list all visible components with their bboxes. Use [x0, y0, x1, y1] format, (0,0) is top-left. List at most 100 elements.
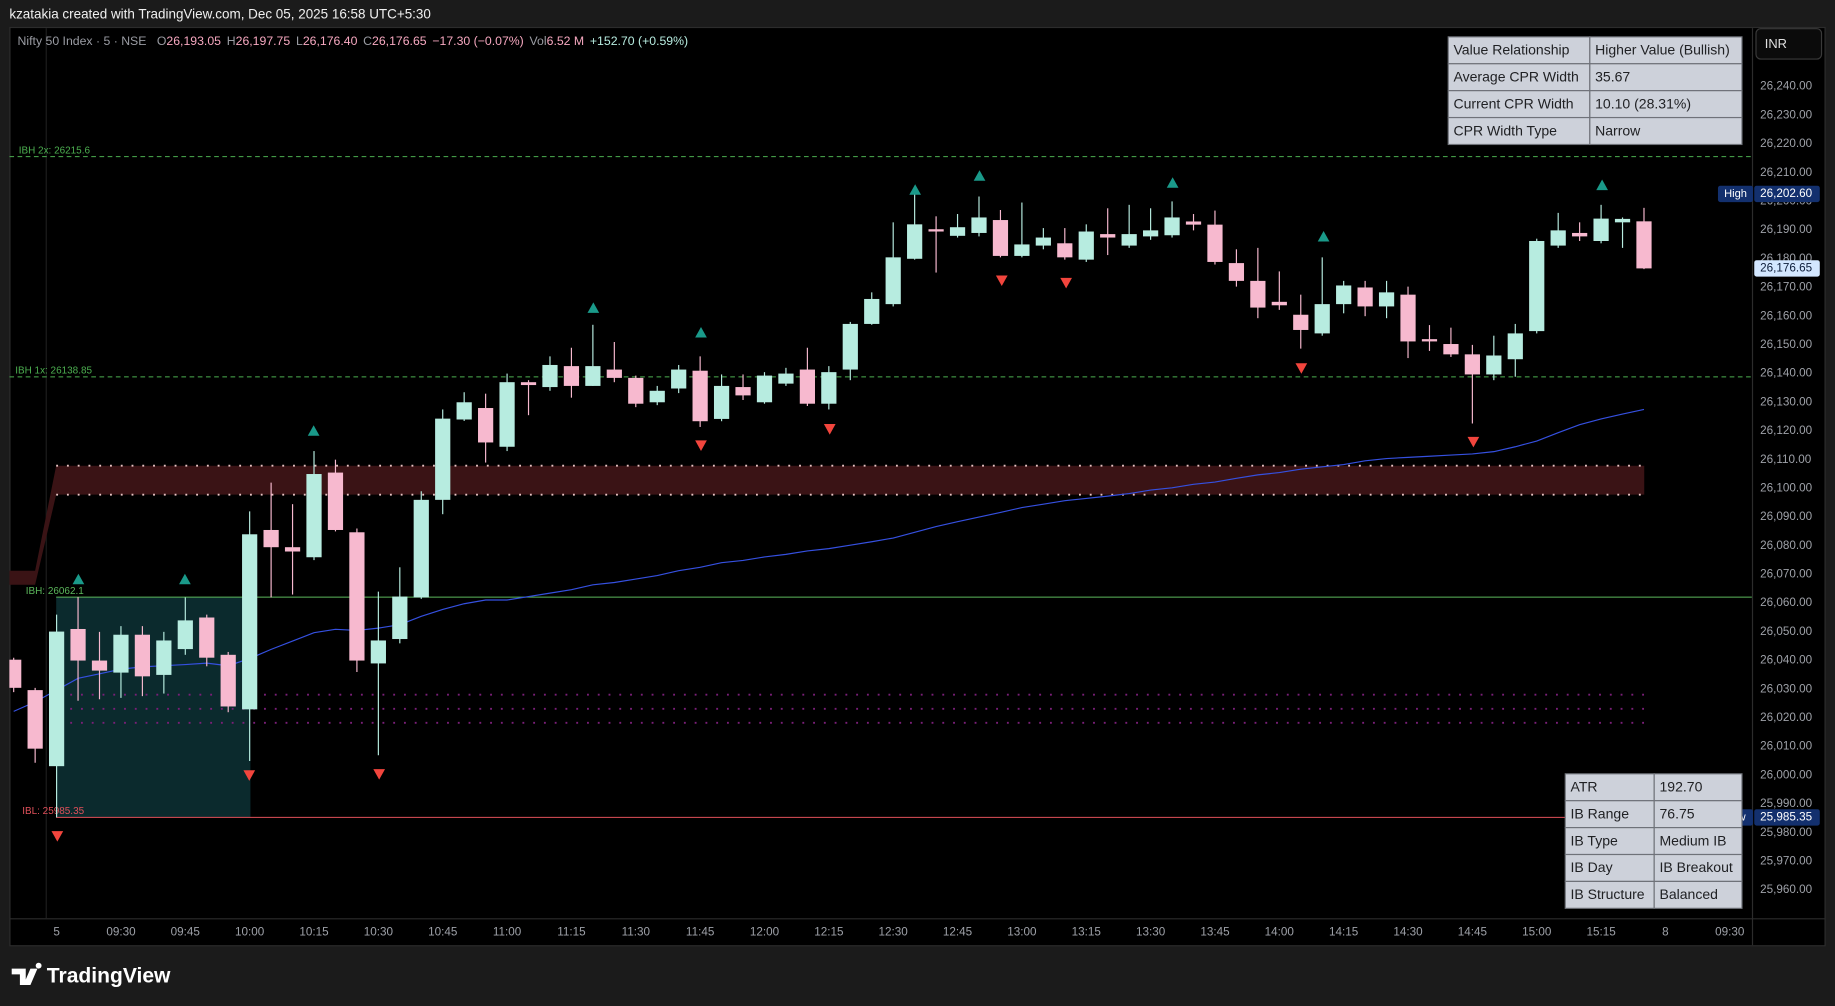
candle-body	[306, 474, 322, 558]
y-tick-label: 26,050.00	[1760, 625, 1813, 638]
table-cell	[1589, 116, 1743, 146]
price-tag-box	[1754, 260, 1820, 277]
legend-change: −17.30 (−0.07%)	[432, 34, 523, 48]
x-tick-label: 15:00	[1522, 925, 1552, 938]
x-tick-label: 11:15	[557, 925, 586, 938]
y-tick-label: 26,040.00	[1760, 654, 1813, 667]
x-tick-label: 12:15	[814, 925, 844, 938]
x-tick-label: 09:30	[106, 925, 136, 938]
signal-down	[1060, 277, 1072, 289]
signal-up	[307, 425, 320, 436]
legend-value: 26,193.05	[166, 34, 221, 48]
x-tick-label: 14:15	[1329, 925, 1359, 938]
table-text: IB Breakout	[1659, 859, 1732, 875]
x-tick-label: 09:45	[171, 925, 201, 938]
x-tick-label: 10:15	[299, 925, 329, 938]
x-tick-label: 14:30	[1393, 925, 1423, 938]
table-cell	[1589, 36, 1743, 65]
x-tick-label: 11:00	[493, 925, 522, 938]
level-label: IBH 2x: 26215.6	[19, 145, 91, 156]
candle-body	[842, 323, 858, 370]
candle-body	[1143, 230, 1159, 237]
logo-text: TradingView	[47, 964, 171, 987]
candle-body	[1550, 230, 1566, 246]
candle-body	[992, 220, 1009, 256]
candle-body	[1636, 221, 1652, 269]
table-text: ATR	[1571, 779, 1598, 795]
signal-up	[695, 326, 707, 338]
candle-body	[606, 369, 622, 378]
y-tick-label: 26,010.00	[1760, 740, 1813, 753]
y-tick-label: 26,020.00	[1760, 711, 1813, 724]
y-tick-label: 26,140.00	[1760, 367, 1813, 380]
legend-value: 26,176.40	[303, 34, 358, 48]
x-tick-label: 15:15	[1586, 925, 1616, 938]
table-text: 35.67	[1595, 68, 1630, 84]
y-tick-label: 26,100.00	[1760, 481, 1813, 494]
legend-key: Vol	[530, 34, 547, 48]
candle-body	[134, 634, 151, 677]
candle-body	[907, 224, 923, 259]
price-tag-name: High	[1724, 188, 1747, 200]
currency-label[interactable]: INR	[1765, 36, 1787, 51]
price-tag-label: 26,176.65	[1760, 261, 1813, 274]
price-tag-box	[1754, 185, 1820, 203]
currency-button[interactable]: INR	[1755, 28, 1823, 60]
legend-day-change: +152.70 (+0.59%)	[590, 34, 688, 48]
y-tick-label: 25,970.00	[1760, 855, 1813, 868]
footer-logo: TradingView	[11, 962, 171, 987]
y-tick-label: 26,110.00	[1760, 453, 1812, 466]
candle-body	[1250, 280, 1266, 308]
candle-body	[1164, 217, 1180, 236]
x-tick-label: 8	[1662, 925, 1669, 938]
table-cell	[1589, 90, 1743, 119]
candle-body	[671, 369, 687, 389]
legend-key: C	[363, 34, 372, 48]
candle-body	[971, 217, 987, 233]
level-label: IBL: 25985.35	[22, 806, 84, 817]
candle-body	[9, 659, 22, 688]
y-tick-label: 26,070.00	[1760, 568, 1813, 581]
y-tick-label: 26,230.00	[1760, 108, 1813, 121]
signal-down	[243, 770, 256, 781]
legend-value: 26,197.75	[236, 34, 291, 48]
candle-body	[520, 382, 537, 386]
y-tick-label: 26,170.00	[1760, 281, 1813, 294]
candle-body	[1057, 243, 1073, 258]
candle-body	[649, 390, 665, 403]
legend-key: H	[227, 34, 236, 48]
price-tag-label: 26,202.60	[1760, 187, 1813, 200]
candle-body	[713, 385, 730, 419]
x-tick-label: 13:15	[1072, 925, 1102, 938]
y-tick-label: 26,120.00	[1760, 424, 1813, 437]
legend-value: 26,176.65	[372, 34, 427, 48]
legend-key: O	[157, 34, 167, 48]
legend-volume: 6.52 M	[547, 34, 585, 48]
candle-body	[1464, 354, 1480, 375]
candle-body	[156, 640, 172, 675]
y-tick-label: 26,130.00	[1760, 395, 1813, 408]
table-text: IB Type	[1571, 832, 1619, 848]
x-tick-label: 12:45	[943, 925, 973, 938]
ema-line	[13, 408, 1645, 712]
x-tick-label: 14:45	[1458, 925, 1488, 938]
candle-body	[628, 377, 644, 404]
candle-body	[1314, 304, 1330, 334]
signal-down	[51, 831, 64, 842]
candle-body	[864, 298, 880, 324]
table-cell	[1653, 800, 1743, 829]
candle-body	[1271, 301, 1287, 306]
candle-body	[1014, 244, 1030, 256]
x-tick-label: 09:30	[1715, 925, 1745, 938]
table-cell	[1653, 827, 1743, 856]
table-text: IB Structure	[1571, 886, 1645, 902]
table-cell	[1564, 773, 1655, 802]
table-cell	[1447, 116, 1591, 146]
currency-box[interactable]	[1755, 28, 1823, 60]
candle-body	[1378, 292, 1395, 307]
cpr-band	[9, 465, 1645, 585]
table-cell	[1653, 773, 1743, 802]
candle-body	[435, 418, 451, 500]
